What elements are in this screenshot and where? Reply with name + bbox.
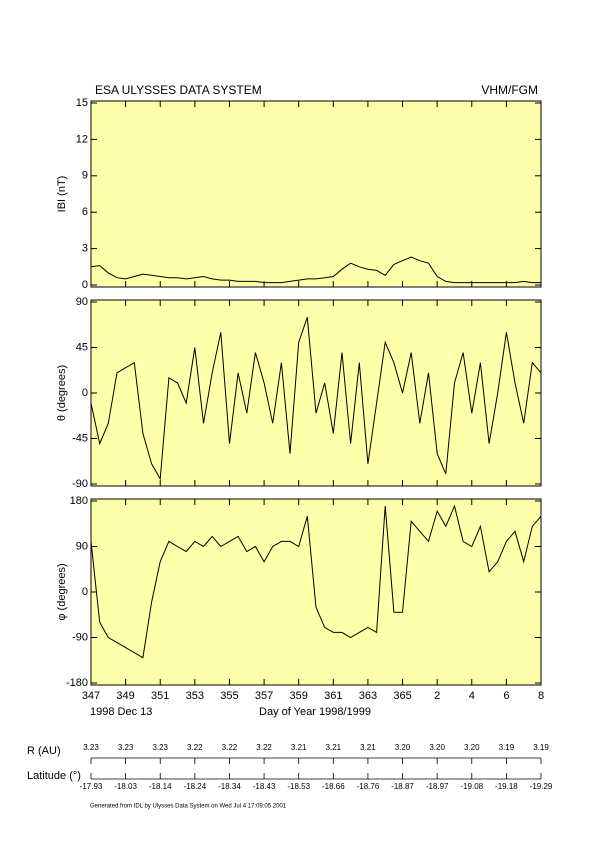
x-tick-label: 357: [255, 690, 273, 702]
latitude-value: -18.76: [357, 782, 380, 791]
r-value: 3.21: [360, 743, 376, 752]
x-axis-label: Day of Year 1998/1999: [259, 706, 371, 718]
r-value: 3.22: [256, 743, 272, 752]
y-tick-label: 0: [82, 387, 88, 399]
latitude-value: -18.14: [149, 782, 172, 791]
header-instrument: VHM/FGM: [481, 83, 538, 97]
x-tick-label: 353: [186, 690, 204, 702]
latitude-value: -17.93: [80, 782, 103, 791]
y-axis-label: θ (degrees): [56, 365, 68, 421]
x-tick-label: 6: [503, 690, 509, 702]
r-label: R (AU): [27, 745, 61, 757]
y-tick-label: 6: [82, 206, 88, 218]
x-tick-label: 349: [116, 690, 134, 702]
x-tick-label: 363: [359, 690, 377, 702]
x-tick-label: 351: [151, 690, 169, 702]
r-value: 3.20: [395, 743, 411, 752]
data-line: [90, 504, 542, 659]
x-tick-label: 361: [324, 690, 342, 702]
latitude-value: -18.43: [253, 782, 276, 791]
r-value: 3.19: [533, 743, 549, 752]
latitude-value: -18.53: [287, 782, 310, 791]
y-tick-label: 3: [82, 243, 88, 255]
r-value: 3.23: [152, 743, 168, 752]
latitude-value: -18.87: [391, 782, 414, 791]
y-tick-label: -90: [72, 478, 88, 490]
latitude-value: -18.24: [184, 782, 207, 791]
r-value: 3.22: [222, 743, 238, 752]
y-tick-label: 0: [82, 586, 88, 598]
r-value: 3.19: [499, 743, 515, 752]
x-tick-label: 359: [290, 690, 308, 702]
start-date: 1998 Dec 13: [90, 706, 152, 718]
y-tick-label: 45: [76, 341, 88, 353]
latitude-value: -19.29: [530, 782, 553, 791]
plot-area: [90, 299, 542, 487]
x-tick-label: 4: [469, 690, 475, 702]
latitude-value: -18.97: [426, 782, 449, 791]
latitude-value: -19.08: [460, 782, 483, 791]
r-value: 3.23: [118, 743, 134, 752]
y-axis-label: IBI (nT): [56, 176, 68, 213]
header-title: ESA ULYSSES DATA SYSTEM: [95, 83, 262, 97]
y-axis-label: φ (degrees): [56, 563, 68, 620]
latitude-value: -18.03: [114, 782, 137, 791]
x-tick-label: 347: [82, 690, 100, 702]
y-tick-label: 180: [70, 495, 88, 507]
r-value: 3.22: [187, 743, 203, 752]
data-line: [90, 317, 542, 481]
y-tick-label: 15: [76, 97, 88, 109]
r-value: 3.23: [83, 743, 99, 752]
data-line: [90, 256, 541, 284]
r-value: 3.20: [429, 743, 445, 752]
plot-area: [90, 498, 542, 686]
y-tick-label: 90: [76, 296, 88, 308]
x-tick-label: 355: [220, 690, 238, 702]
footer: Generated from IDL by Ulysses Data Syste…: [90, 804, 287, 810]
y-tick-label: -180: [66, 677, 88, 689]
latitude-value: -18.34: [218, 782, 241, 791]
x-tick-label: 2: [434, 690, 440, 702]
r-value: 3.21: [291, 743, 307, 752]
latitude-value: -18.66: [322, 782, 345, 791]
r-value: 3.21: [326, 743, 342, 752]
latitude-value: -19.18: [495, 782, 518, 791]
x-tick-label: 8: [538, 690, 544, 702]
latitude-label: Latitude (°): [27, 770, 81, 782]
y-tick-label: 0: [82, 279, 88, 291]
y-tick-label: -90: [72, 631, 88, 643]
y-tick-label: -45: [72, 432, 88, 444]
r-value: 3.20: [464, 743, 480, 752]
y-tick-label: 12: [76, 133, 88, 145]
y-tick-label: 90: [76, 540, 88, 552]
y-tick-label: 9: [82, 170, 88, 182]
plot-area: [90, 100, 542, 288]
x-tick-label: 365: [393, 690, 411, 702]
